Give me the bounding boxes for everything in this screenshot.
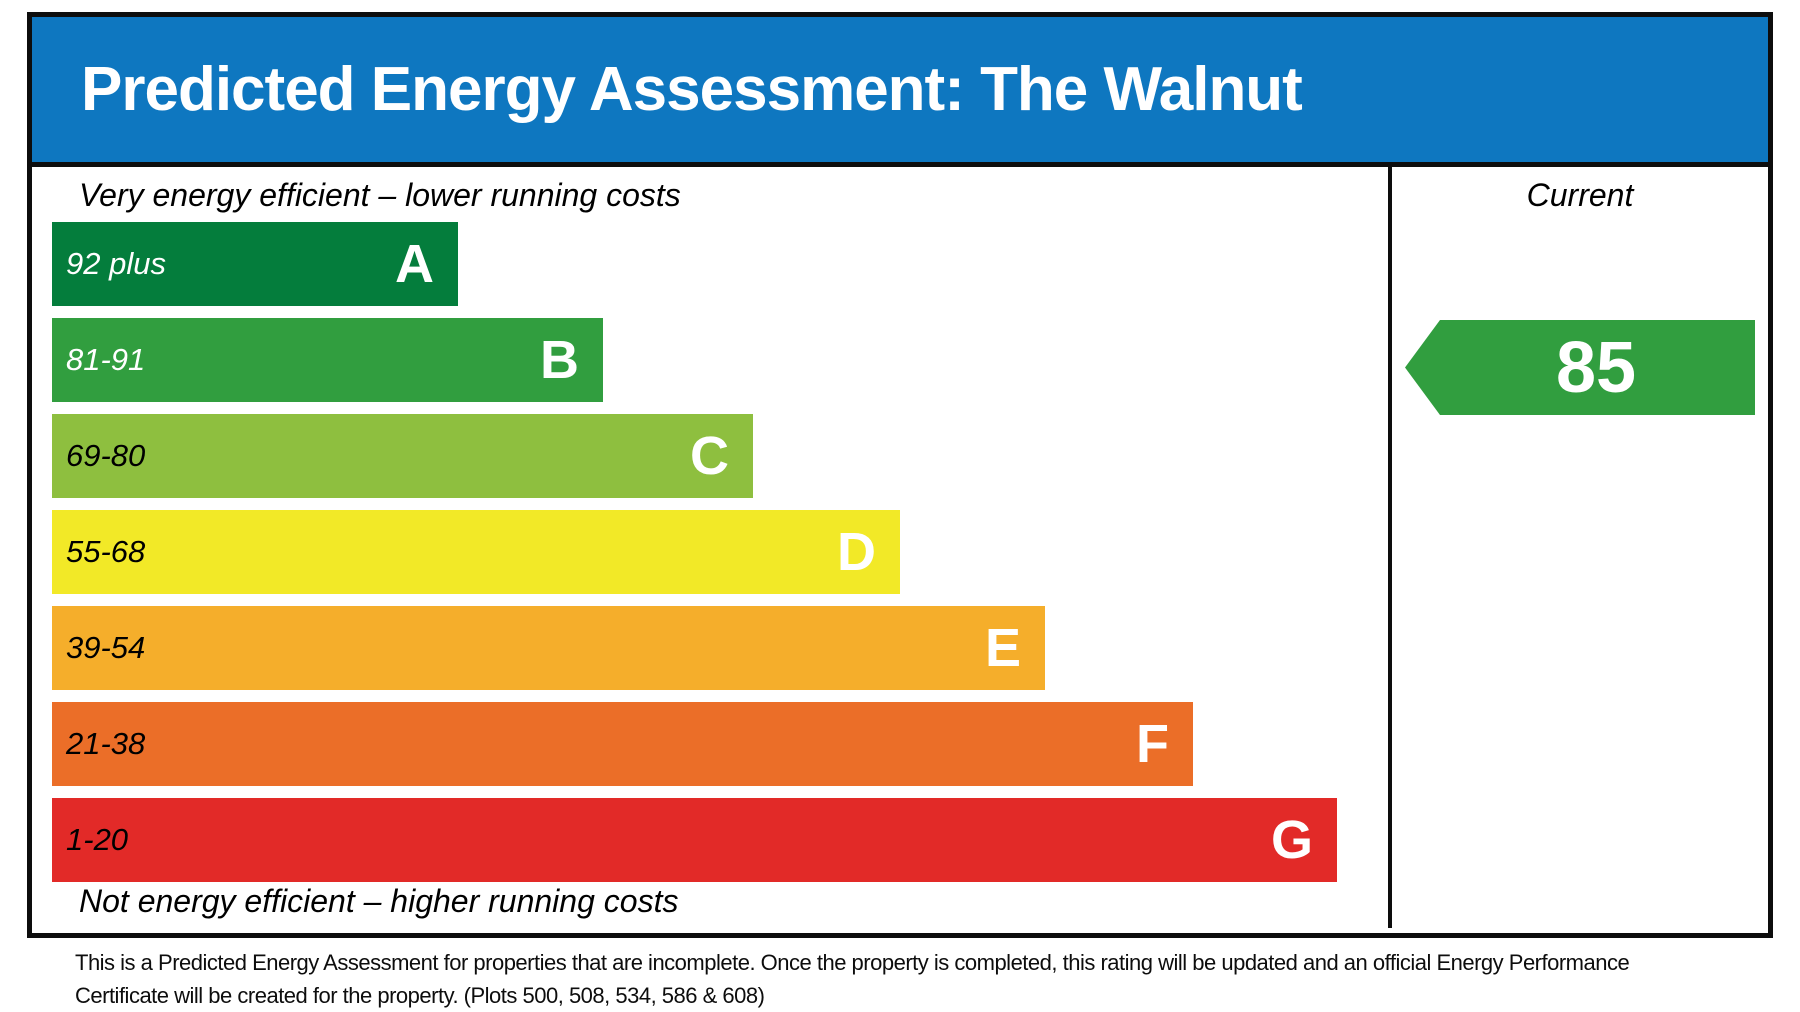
footnote: This is a Predicted Energy Assessment fo… <box>75 946 1630 1012</box>
rating-chart: Very energy efficient – lower running co… <box>32 167 1388 928</box>
band-letter: E <box>984 618 1021 678</box>
band-range-label: 21-38 <box>66 726 146 761</box>
band-range-label: 69-80 <box>66 438 146 473</box>
band-row-D: 55-68 D <box>52 510 900 594</box>
current-column-heading: Current <box>1526 177 1634 213</box>
band-letter: F <box>1136 714 1169 774</box>
band-range-label: 1-20 <box>66 822 129 857</box>
footnote-line-1: This is a Predicted Energy Assessment fo… <box>75 950 1630 975</box>
current-rating-arrow: 85 <box>1405 320 1755 415</box>
current-rating-value: 85 <box>1555 327 1637 408</box>
footnote-line-2: Certificate will be created for the prop… <box>75 983 765 1008</box>
page-title: Predicted Energy Assessment: The Walnut <box>81 55 1303 124</box>
band-row-B: 81-91 B <box>52 318 603 402</box>
band-row-E: 39-54 E <box>52 606 1045 690</box>
certificate-body: Very energy efficient – lower running co… <box>32 167 1768 928</box>
band-range-label: 55-68 <box>66 534 146 569</box>
top-scale-note: Very energy efficient – lower running co… <box>79 177 681 213</box>
band-letter: A <box>395 234 434 294</box>
band-letter: B <box>540 330 579 390</box>
band-letter: C <box>690 426 729 486</box>
current-column: Current 85 <box>1388 167 1768 928</box>
band-row-C: 69-80 C <box>52 414 753 498</box>
bottom-scale-note: Not energy efficient – higher running co… <box>79 883 679 919</box>
band-letter: D <box>837 522 876 582</box>
band-row-A: 92 plus A <box>52 222 458 306</box>
certificate-frame: Predicted Energy Assessment: The Walnut … <box>27 12 1773 938</box>
band-range-label: 92 plus <box>66 246 166 281</box>
band-range-label: 39-54 <box>66 630 146 665</box>
band-row-G: 1-20 G <box>52 798 1337 882</box>
band-letter: G <box>1270 810 1313 870</box>
band-range-label: 81-91 <box>66 342 146 377</box>
certificate-header: Predicted Energy Assessment: The Walnut <box>32 17 1768 167</box>
band-row-F: 21-38 F <box>52 702 1193 786</box>
